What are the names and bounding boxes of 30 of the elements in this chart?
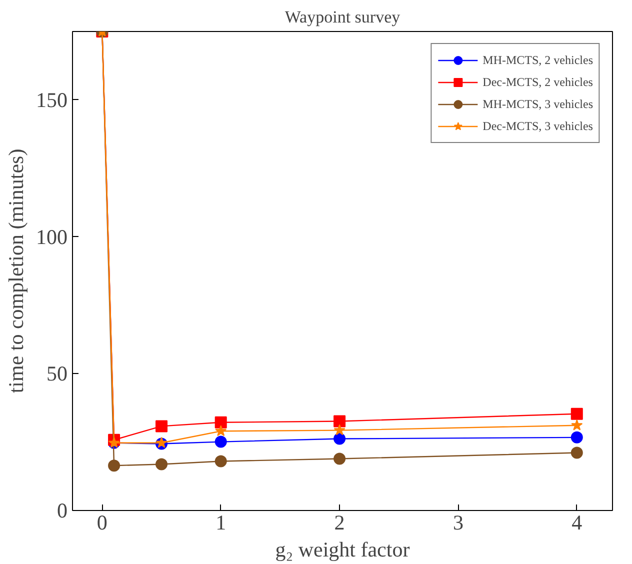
legend-label: Dec-MCTS, 2 vehicles [482,74,593,90]
legend-label: MH-MCTS, 3 vehicles [482,96,593,112]
point [571,419,583,430]
point [215,425,227,436]
point [214,416,227,428]
legend-label: Dec-MCTS, 3 vehicles [482,118,593,134]
chart-title: Waypoint survey [284,8,401,26]
legend-label: MH-MCTS, 2 vehicles [482,52,593,68]
x-tick-label: 0 [96,510,108,534]
point [214,436,227,448]
y-tick-label: 100 [36,224,68,249]
x-tick-label: 3 [452,510,464,534]
x-tick-label: 1 [216,510,226,534]
y-axis-title: time to completion (minutes) [4,148,28,394]
x-tick-label: 2 [334,510,345,534]
point [570,408,583,420]
point [156,458,168,470]
point [334,424,346,436]
point [214,455,227,468]
point [570,431,583,444]
x-tick-label: 4 [572,510,583,534]
point [334,415,346,428]
point [108,460,120,472]
y-tick-label: 150 [36,88,68,112]
point [156,420,168,432]
point [334,452,346,465]
y-tick-label: 50 [46,362,68,386]
point [334,432,346,445]
point [570,446,583,459]
x-axis-title: g₂ weight factor [275,538,410,562]
